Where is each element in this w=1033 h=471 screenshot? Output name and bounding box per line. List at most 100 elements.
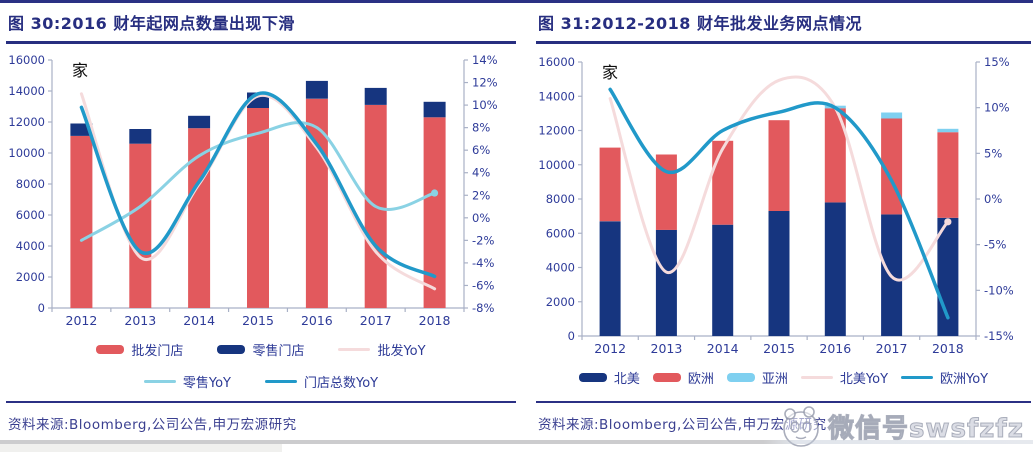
svg-text:0%: 0% xyxy=(472,211,490,225)
svg-text:14%: 14% xyxy=(472,53,498,67)
svg-text:10000: 10000 xyxy=(8,146,45,160)
legend-item-批发YoY: 批发YoY xyxy=(338,340,426,359)
legend-item-门店总数YoY: 门店总数YoY xyxy=(265,372,378,391)
svg-text:10%: 10% xyxy=(472,98,498,112)
svg-text:12%: 12% xyxy=(472,76,498,90)
svg-text:-5%: -5% xyxy=(984,238,1006,252)
svg-text:2017: 2017 xyxy=(876,341,908,356)
page-top-border xyxy=(0,0,1033,3)
wholesale-network-by-region-chart: 0 2000 4000 6000 8000 10000 12000 14000 16000 -15… xyxy=(538,55,1014,356)
svg-text:家: 家 xyxy=(602,63,618,82)
svg-text:12000: 12000 xyxy=(538,124,575,138)
svg-text:14000: 14000 xyxy=(538,89,575,103)
svg-text:16000: 16000 xyxy=(8,53,45,67)
svg-text:2016: 2016 xyxy=(819,341,851,356)
legend-line-swatch-批发YoY xyxy=(338,348,371,351)
svg-text:-6%: -6% xyxy=(472,278,494,292)
figure-31-chart-wrap: 0 2000 4000 6000 8000 10000 12000 14000 16000 -15… xyxy=(536,48,1031,387)
svg-text:12000: 12000 xyxy=(8,115,45,129)
svg-text:5%: 5% xyxy=(984,146,1002,160)
legend-label: 欧洲YoY xyxy=(940,372,989,387)
store-count-decline-chart: 0 2000 4000 6000 8000 10000 12000 14000 16000 -8%… xyxy=(8,53,498,328)
svg-text:2014: 2014 xyxy=(183,313,215,328)
svg-text:0%: 0% xyxy=(984,192,1002,206)
next-section-cutoff-strip xyxy=(0,440,1033,444)
figure-30-source: 资料来源:Bloomberg,公司公告,申万宏源研究 xyxy=(8,417,297,433)
figure-31-bottom-rule xyxy=(536,401,1031,403)
figure-31-source: 资料来源:Bloomberg,公司公告,申万宏源研究 xyxy=(538,417,827,433)
svg-text:4000: 4000 xyxy=(546,261,575,275)
svg-text:10%: 10% xyxy=(984,101,1010,115)
svg-text:2017: 2017 xyxy=(360,313,392,328)
figure-31-block: 图 31:2012-2018 财年批发业务网点情况 0 2000 4000 6000 8… xyxy=(536,7,1031,433)
svg-text:8%: 8% xyxy=(472,121,490,135)
legend-line-swatch-零售YoY xyxy=(143,380,176,383)
legend-bar-swatch-亚洲 xyxy=(726,373,755,382)
figure-30-footer: 资料来源:Bloomberg,公司公告,申万宏源研究 xyxy=(6,401,516,433)
svg-text:-2%: -2% xyxy=(472,233,494,247)
legend-item-亚洲: 亚洲 xyxy=(726,368,788,387)
svg-text:2000: 2000 xyxy=(16,270,45,284)
figure-31-footer: 资料来源:Bloomberg,公司公告,申万宏源研究 xyxy=(536,401,1031,433)
svg-text:-8%: -8% xyxy=(472,301,494,315)
figure-30-title: 图 30:2016 财年起网点数量出现下滑 xyxy=(6,7,516,44)
legend-bar-swatch-批发门店 xyxy=(96,345,125,354)
svg-text:2018: 2018 xyxy=(932,341,964,356)
figure-30-bottom-rule xyxy=(6,401,516,403)
svg-text:2%: 2% xyxy=(472,188,490,202)
svg-text:14000: 14000 xyxy=(8,84,45,98)
legend-item-零售门店: 零售门店 xyxy=(217,340,304,359)
svg-text:6%: 6% xyxy=(472,143,490,157)
legend-item-欧洲: 欧洲 xyxy=(652,368,714,387)
svg-text:家: 家 xyxy=(72,61,88,80)
svg-text:4%: 4% xyxy=(472,166,490,180)
legend-item-批发门店: 批发门店 xyxy=(96,340,183,359)
legend-label: 北美YoY xyxy=(839,372,889,387)
svg-text:10000: 10000 xyxy=(538,158,575,172)
svg-text:2012: 2012 xyxy=(66,313,98,328)
svg-text:2013: 2013 xyxy=(651,341,683,356)
legend-item-欧洲YoY: 欧洲YoY xyxy=(901,368,988,387)
legend-label: 批发YoY xyxy=(377,344,426,359)
svg-text:2018: 2018 xyxy=(419,313,451,328)
svg-text:4000: 4000 xyxy=(16,239,45,253)
svg-text:0: 0 xyxy=(568,329,575,343)
legend-label: 欧洲 xyxy=(687,372,714,387)
legend-bar-swatch-北美 xyxy=(578,373,607,382)
legend-label: 北美 xyxy=(613,372,640,387)
legend-line-swatch-欧洲YoY xyxy=(901,376,934,379)
legend-item-北美YoY: 北美YoY xyxy=(800,368,889,387)
svg-text:6000: 6000 xyxy=(16,208,45,222)
legend-label: 亚洲 xyxy=(761,372,788,387)
svg-text:-4%: -4% xyxy=(472,256,494,270)
svg-text:8000: 8000 xyxy=(546,192,575,206)
svg-text:-10%: -10% xyxy=(984,283,1014,297)
figure-30-legend: 批发门店 零售门店 批发YoY 零售YoY 门店总数YoY xyxy=(51,340,471,391)
figure-30-block: 图 30:2016 财年起网点数量出现下滑 0 2000 4000 6000 8000 1… xyxy=(6,7,516,433)
svg-text:2015: 2015 xyxy=(763,341,795,356)
legend-label: 零售YoY xyxy=(182,376,231,391)
legend-item-北美: 北美 xyxy=(578,368,640,387)
figure-31-title: 图 31:2012-2018 财年批发业务网点情况 xyxy=(536,7,1031,44)
svg-text:15%: 15% xyxy=(984,55,1010,69)
legend-line-swatch-门店总数YoY xyxy=(265,380,297,383)
svg-text:2013: 2013 xyxy=(124,313,156,328)
legend-label: 门店总数YoY xyxy=(304,376,379,391)
figure-30-chart-wrap: 0 2000 4000 6000 8000 10000 12000 14000 16000 -8%… xyxy=(6,48,516,391)
svg-text:2014: 2014 xyxy=(707,341,739,356)
legend-label: 批发门店 xyxy=(131,344,184,359)
svg-text:16000: 16000 xyxy=(538,55,575,69)
figure-31-legend: 北美 欧洲 亚洲 北美YoY 欧洲YoY xyxy=(536,368,1031,387)
svg-text:6000: 6000 xyxy=(546,226,575,240)
svg-text:8000: 8000 xyxy=(16,177,45,191)
svg-text:0: 0 xyxy=(38,301,45,315)
legend-line-swatch-北美YoY xyxy=(800,376,833,379)
svg-text:2016: 2016 xyxy=(301,313,333,328)
svg-text:-15%: -15% xyxy=(984,329,1014,343)
legend-bar-swatch-欧洲 xyxy=(652,373,681,382)
legend-label: 零售门店 xyxy=(252,344,305,359)
next-section-cutoff-block xyxy=(0,444,282,452)
svg-text:2012: 2012 xyxy=(594,341,626,356)
legend-item-零售YoY: 零售YoY xyxy=(143,372,231,391)
